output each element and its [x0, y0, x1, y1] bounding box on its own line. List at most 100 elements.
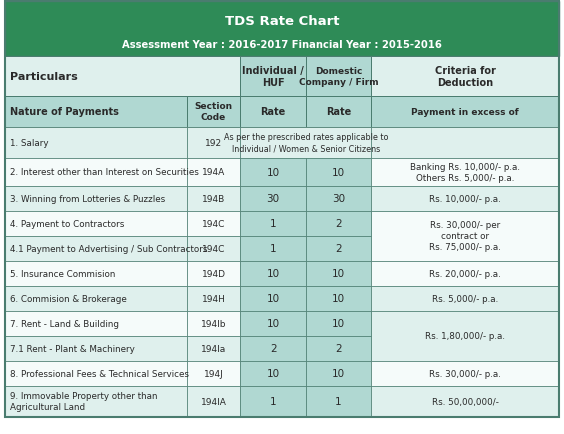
Bar [5, 336, 187, 361]
Text: 2: 2 [270, 343, 276, 353]
Bar [240, 211, 306, 237]
Text: 3. Winning from Lotteries & Puzzles: 3. Winning from Lotteries & Puzzles [10, 194, 165, 204]
Text: 1: 1 [270, 396, 276, 406]
Bar [187, 261, 240, 286]
Text: 1: 1 [270, 219, 276, 229]
Bar [371, 261, 559, 286]
Bar [5, 211, 187, 237]
Bar [306, 311, 371, 336]
Text: Individual /
HUF: Individual / HUF [243, 66, 304, 88]
Bar [306, 386, 371, 417]
Text: 192: 192 [205, 138, 222, 148]
Text: 5. Insurance Commision: 5. Insurance Commision [10, 269, 115, 278]
Text: 10: 10 [332, 294, 345, 304]
Text: 194C: 194C [202, 219, 225, 228]
Bar [240, 386, 306, 417]
Bar [306, 211, 371, 237]
Bar [5, 2, 559, 57]
Text: 2: 2 [335, 343, 342, 353]
Text: 10: 10 [267, 368, 280, 378]
Text: 6. Commision & Brokerage: 6. Commision & Brokerage [10, 294, 126, 303]
Bar [371, 386, 559, 417]
Text: Rs. 1,80,000/- p.a.: Rs. 1,80,000/- p.a. [425, 332, 505, 341]
Text: Rs. 50,00,000/-: Rs. 50,00,000/- [431, 397, 499, 406]
Bar [5, 237, 187, 261]
Bar [371, 128, 559, 158]
Text: 194B: 194B [202, 194, 225, 204]
Text: 194Ib: 194Ib [201, 319, 226, 328]
Bar [240, 128, 371, 158]
Bar [371, 57, 559, 97]
Text: Payment in excess of: Payment in excess of [411, 108, 519, 117]
Bar [371, 211, 559, 261]
Text: 194H: 194H [202, 294, 226, 303]
Bar [5, 386, 187, 417]
Text: Rs. 30,000/- per
contract or
Rs. 75,000/- p.a.: Rs. 30,000/- per contract or Rs. 75,000/… [429, 221, 501, 252]
Text: 10: 10 [267, 294, 280, 304]
Text: 10: 10 [267, 269, 280, 279]
Bar [306, 286, 371, 311]
Bar [187, 336, 240, 361]
Bar [240, 361, 306, 386]
Bar [187, 311, 240, 336]
Bar [371, 158, 559, 187]
Bar [371, 187, 559, 211]
Bar [240, 261, 306, 286]
Bar [5, 97, 187, 128]
Text: 194J: 194J [204, 369, 223, 378]
Bar [5, 158, 187, 187]
Text: 1: 1 [335, 396, 342, 406]
Bar [240, 97, 306, 128]
Text: 10: 10 [332, 168, 345, 178]
Text: 194A: 194A [202, 168, 225, 177]
Bar [5, 128, 187, 158]
Text: Domestic
Company / Firm: Domestic Company / Firm [299, 67, 378, 87]
Text: Particulars: Particulars [10, 72, 78, 82]
Text: 2: 2 [335, 219, 342, 229]
Text: Nature of Payments: Nature of Payments [10, 107, 119, 117]
Bar [371, 97, 559, 128]
Bar [240, 187, 306, 211]
Text: 4. Payment to Contractors: 4. Payment to Contractors [10, 219, 124, 228]
Bar [5, 57, 240, 97]
Bar [306, 57, 371, 97]
Bar [306, 261, 371, 286]
Bar [306, 158, 371, 187]
Bar [240, 57, 306, 97]
Text: 2: 2 [335, 244, 342, 254]
Bar [306, 187, 371, 211]
Bar [306, 361, 371, 386]
Text: Criteria for
Deduction: Criteria for Deduction [435, 66, 496, 88]
Bar [187, 158, 240, 187]
Text: As per the prescribed rates applicable to
Individual / Women & Senior Citizens: As per the prescribed rates applicable t… [223, 133, 388, 153]
Bar [306, 97, 371, 128]
Text: Rs. 5,000/- p.a.: Rs. 5,000/- p.a. [432, 294, 498, 303]
Bar [187, 361, 240, 386]
Text: Rs. 20,000/- p.a.: Rs. 20,000/- p.a. [429, 269, 501, 278]
Text: 30: 30 [267, 194, 280, 204]
Text: 7.1 Rent - Plant & Machinery: 7.1 Rent - Plant & Machinery [10, 344, 134, 353]
Bar [187, 211, 240, 237]
Bar [371, 311, 559, 361]
Text: Banking Rs. 10,000/- p.a.
Others Rs. 5,000/- p.a.: Banking Rs. 10,000/- p.a. Others Rs. 5,0… [410, 162, 520, 183]
Text: 1. Salary: 1. Salary [10, 138, 48, 148]
Bar [5, 311, 187, 336]
Text: Rs. 10,000/- p.a.: Rs. 10,000/- p.a. [429, 194, 501, 204]
Bar [5, 361, 187, 386]
Bar [240, 311, 306, 336]
Bar [5, 261, 187, 286]
Bar [187, 187, 240, 211]
Text: Section
Code: Section Code [195, 102, 233, 122]
Bar [240, 286, 306, 311]
Text: 194Ia: 194Ia [201, 344, 226, 353]
Text: 1: 1 [270, 244, 276, 254]
Text: 10: 10 [267, 168, 280, 178]
Text: 7. Rent - Land & Building: 7. Rent - Land & Building [10, 319, 118, 328]
Bar [187, 128, 240, 158]
Text: 194C: 194C [202, 244, 225, 253]
Text: 10: 10 [267, 319, 280, 329]
Text: 10: 10 [332, 319, 345, 329]
Bar [240, 336, 306, 361]
Bar [371, 361, 559, 386]
Bar [240, 237, 306, 261]
